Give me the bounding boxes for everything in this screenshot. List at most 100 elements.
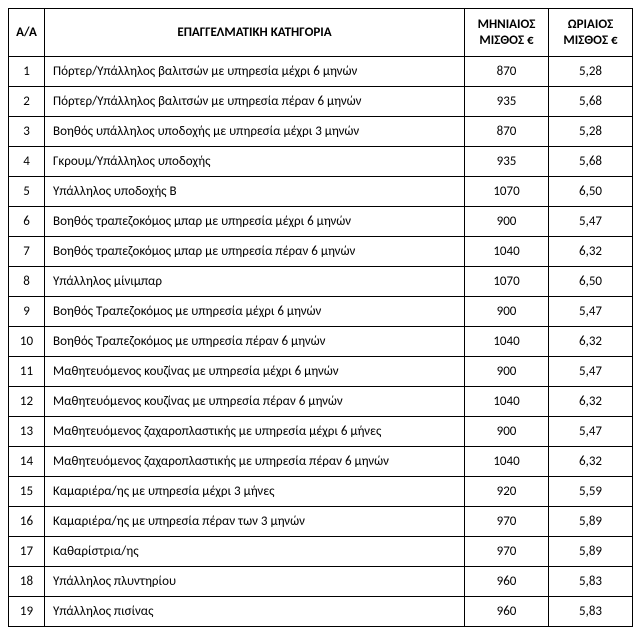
cell-category: Πόρτερ/Υπάλληλος βαλιτσών με υπηρεσία μέ… <box>45 57 465 87</box>
cell-hourly: 5,89 <box>549 537 633 567</box>
cell-category: Υπάλληλος υποδοχής Β <box>45 177 465 207</box>
cell-monthly: 870 <box>465 117 549 147</box>
cell-aa: 17 <box>9 537 45 567</box>
table-row: 15Καμαριέρα/ης με υπηρεσία μέχρι 3 μήνες… <box>9 477 633 507</box>
cell-aa: 7 <box>9 237 45 267</box>
cell-hourly: 5,68 <box>549 87 633 117</box>
header-aa: A/A <box>9 9 45 57</box>
cell-aa: 10 <box>9 327 45 357</box>
cell-aa: 14 <box>9 447 45 477</box>
header-hourly: ΩΡΙΑΙΟΣ ΜΙΣΘΟΣ € <box>549 9 633 57</box>
cell-category: Υπάλληλος πλυντηρίου <box>45 567 465 597</box>
table-row: 14Μαθητευόμενος ζαχαροπλαστικής με υπηρε… <box>9 447 633 477</box>
table-row: 19Υπάλληλος πισίνας9605,83 <box>9 597 633 627</box>
cell-aa: 8 <box>9 267 45 297</box>
cell-hourly: 6,50 <box>549 267 633 297</box>
cell-monthly: 970 <box>465 537 549 567</box>
cell-aa: 12 <box>9 387 45 417</box>
cell-hourly: 5,28 <box>549 57 633 87</box>
table-row: 8Υπάλληλος μίνιμπαρ10706,50 <box>9 267 633 297</box>
cell-hourly: 6,32 <box>549 327 633 357</box>
table-row: 2Πόρτερ/Υπάλληλος βαλιτσών με υπηρεσία π… <box>9 87 633 117</box>
cell-aa: 6 <box>9 207 45 237</box>
table-row: 6Βοηθός τραπεζοκόμος μπαρ με υπηρεσία μέ… <box>9 207 633 237</box>
cell-monthly: 1040 <box>465 447 549 477</box>
cell-hourly: 5,28 <box>549 117 633 147</box>
table-row: 16Καμαριέρα/ης με υπηρεσία πέραν των 3 μ… <box>9 507 633 537</box>
cell-category: Καμαριέρα/ης με υπηρεσία μέχρι 3 μήνες <box>45 477 465 507</box>
cell-hourly: 6,32 <box>549 387 633 417</box>
cell-category: Καμαριέρα/ης με υπηρεσία πέραν των 3 μην… <box>45 507 465 537</box>
cell-aa: 4 <box>9 147 45 177</box>
cell-monthly: 935 <box>465 147 549 177</box>
header-category: ΕΠΑΓΓΕΛΜΑΤΙΚΗ ΚΑΤΗΓΟΡΙΑ <box>45 9 465 57</box>
header-monthly-line2: ΜΙΣΘΟΣ € <box>479 33 533 48</box>
cell-hourly: 6,32 <box>549 237 633 267</box>
cell-hourly: 5,59 <box>549 477 633 507</box>
header-hourly-line1: ΩΡΙΑΙΟΣ <box>568 17 613 32</box>
cell-aa: 16 <box>9 507 45 537</box>
cell-aa: 15 <box>9 477 45 507</box>
cell-hourly: 6,32 <box>549 447 633 477</box>
table-row: 3Βοηθός υπάλληλος υποδοχής με υπηρεσία μ… <box>9 117 633 147</box>
cell-monthly: 960 <box>465 597 549 627</box>
cell-category: Βοηθός Τραπεζοκόμος με υπηρεσία μέχρι 6 … <box>45 297 465 327</box>
cell-hourly: 5,47 <box>549 207 633 237</box>
cell-hourly: 5,83 <box>549 567 633 597</box>
cell-monthly: 900 <box>465 417 549 447</box>
cell-category: Μαθητευόμενος κουζίνας με υπηρεσία μέχρι… <box>45 357 465 387</box>
cell-category: Υπάλληλος μίνιμπαρ <box>45 267 465 297</box>
cell-category: Γκρουμ/Υπάλληλος υποδοχής <box>45 147 465 177</box>
cell-monthly: 900 <box>465 207 549 237</box>
cell-monthly: 970 <box>465 507 549 537</box>
cell-monthly: 1070 <box>465 267 549 297</box>
table-row: 11Μαθητευόμενος κουζίνας με υπηρεσία μέχ… <box>9 357 633 387</box>
table-row: 9Βοηθός Τραπεζοκόμος με υπηρεσία μέχρι 6… <box>9 297 633 327</box>
cell-category: Βοηθός υπάλληλος υποδοχής με υπηρεσία μέ… <box>45 117 465 147</box>
cell-monthly: 920 <box>465 477 549 507</box>
cell-category: Υπάλληλος πισίνας <box>45 597 465 627</box>
cell-hourly: 5,47 <box>549 357 633 387</box>
header-monthly: ΜΗΝΙΑΙΟΣ ΜΙΣΘΟΣ € <box>465 9 549 57</box>
cell-aa: 5 <box>9 177 45 207</box>
cell-aa: 19 <box>9 597 45 627</box>
cell-aa: 9 <box>9 297 45 327</box>
cell-aa: 18 <box>9 567 45 597</box>
table-row: 4Γκρουμ/Υπάλληλος υποδοχής9355,68 <box>9 147 633 177</box>
cell-category: Βοηθός τραπεζοκόμος μπαρ με υπηρεσία μέχ… <box>45 207 465 237</box>
table-row: 18Υπάλληλος πλυντηρίου9605,83 <box>9 567 633 597</box>
header-monthly-line1: ΜΗΝΙΑΙΟΣ <box>478 17 536 32</box>
cell-hourly: 5,47 <box>549 297 633 327</box>
table-body: 1Πόρτερ/Υπάλληλος βαλιτσών με υπηρεσία μ… <box>9 57 633 627</box>
cell-category: Μαθητευόμενος ζαχαροπλαστικής με υπηρεσί… <box>45 417 465 447</box>
cell-aa: 1 <box>9 57 45 87</box>
table-row: 5Υπάλληλος υποδοχής Β10706,50 <box>9 177 633 207</box>
cell-monthly: 1040 <box>465 237 549 267</box>
salary-table: A/A ΕΠΑΓΓΕΛΜΑΤΙΚΗ ΚΑΤΗΓΟΡΙΑ ΜΗΝΙΑΙΟΣ ΜΙΣ… <box>8 8 633 627</box>
cell-monthly: 900 <box>465 357 549 387</box>
cell-aa: 11 <box>9 357 45 387</box>
cell-monthly: 1040 <box>465 327 549 357</box>
cell-hourly: 5,68 <box>549 147 633 177</box>
cell-monthly: 935 <box>465 87 549 117</box>
table-row: 12Μαθητευόμενος κουζίνας με υπηρεσία πέρ… <box>9 387 633 417</box>
cell-hourly: 5,89 <box>549 507 633 537</box>
table-row: 17Καθαρίστρια/ης9705,89 <box>9 537 633 567</box>
cell-monthly: 900 <box>465 297 549 327</box>
table-row: 13Μαθητευόμενος ζαχαροπλαστικής με υπηρε… <box>9 417 633 447</box>
table-row: 10Βοηθός Τραπεζοκόμος με υπηρεσία πέραν … <box>9 327 633 357</box>
cell-monthly: 960 <box>465 567 549 597</box>
cell-category: Βοηθός τραπεζοκόμος μπαρ με υπηρεσία πέρ… <box>45 237 465 267</box>
cell-category: Βοηθός Τραπεζοκόμος με υπηρεσία πέραν 6 … <box>45 327 465 357</box>
table-row: 1Πόρτερ/Υπάλληλος βαλιτσών με υπηρεσία μ… <box>9 57 633 87</box>
cell-aa: 13 <box>9 417 45 447</box>
cell-category: Πόρτερ/Υπάλληλος βαλιτσών με υπηρεσία πέ… <box>45 87 465 117</box>
cell-aa: 2 <box>9 87 45 117</box>
cell-hourly: 5,83 <box>549 597 633 627</box>
cell-category: Καθαρίστρια/ης <box>45 537 465 567</box>
cell-category: Μαθητευόμενος ζαχαροπλαστικής με υπηρεσί… <box>45 447 465 477</box>
cell-hourly: 6,50 <box>549 177 633 207</box>
table-row: 7Βοηθός τραπεζοκόμος μπαρ με υπηρεσία πέ… <box>9 237 633 267</box>
table-header-row: A/A ΕΠΑΓΓΕΛΜΑΤΙΚΗ ΚΑΤΗΓΟΡΙΑ ΜΗΝΙΑΙΟΣ ΜΙΣ… <box>9 9 633 57</box>
cell-category: Μαθητευόμενος κουζίνας με υπηρεσία πέραν… <box>45 387 465 417</box>
